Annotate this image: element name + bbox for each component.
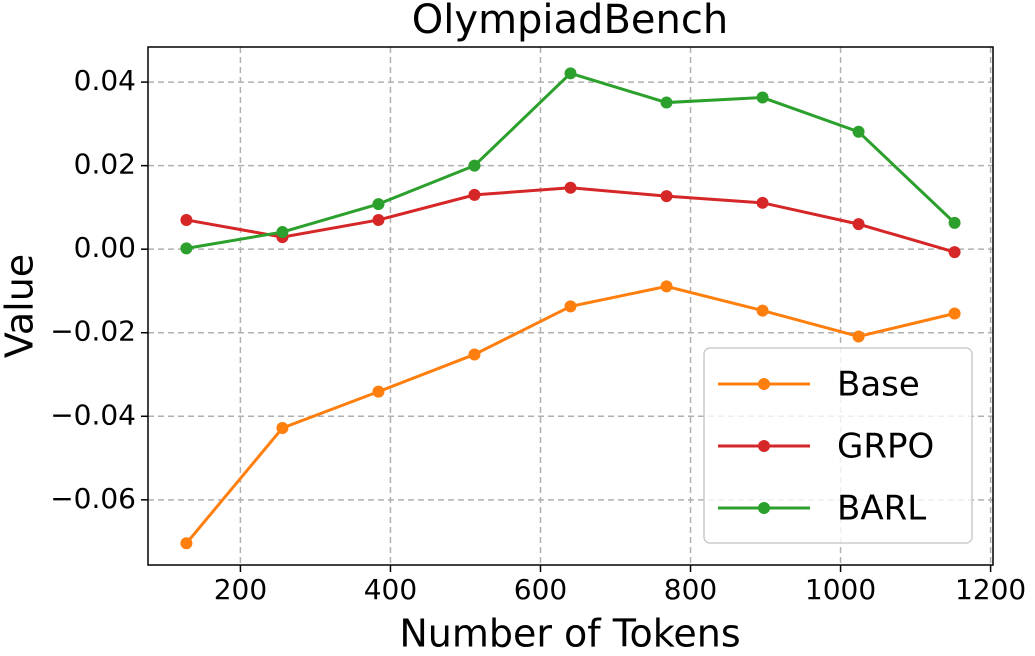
point <box>852 218 865 231</box>
x-tick-label: 400 <box>364 573 417 606</box>
legend-label: BARL <box>837 489 926 529</box>
point <box>372 198 385 211</box>
point <box>468 159 481 172</box>
point <box>180 242 193 255</box>
point <box>180 537 193 550</box>
x-axis-label: Number of Tokens <box>399 612 740 656</box>
point <box>372 213 385 226</box>
point <box>852 125 865 138</box>
point <box>852 330 865 343</box>
y-tick-label: −0.06 <box>50 482 136 515</box>
series-line <box>186 71 956 250</box>
y-tick-label: 0.02 <box>74 148 136 181</box>
point <box>564 300 577 313</box>
point <box>660 190 673 203</box>
x-tick-label: 1000 <box>805 573 876 606</box>
point <box>756 196 769 209</box>
point <box>756 304 769 317</box>
point <box>564 67 577 80</box>
y-tick-label: 0.00 <box>74 231 136 264</box>
y-axis-label: Value <box>0 254 42 358</box>
point <box>372 385 385 398</box>
series-line <box>186 186 956 254</box>
legend-label: Base <box>837 365 920 405</box>
y-tick-label: −0.04 <box>50 398 136 431</box>
legend-marker <box>758 502 770 514</box>
point <box>948 307 961 320</box>
legend-box <box>703 347 973 544</box>
chart-title: OlympiadBench <box>412 0 728 43</box>
y-tick-label: −0.02 <box>50 315 136 348</box>
x-tick-label: 1200 <box>955 573 1026 606</box>
point <box>276 226 289 239</box>
legend-marker <box>758 440 770 452</box>
point <box>948 216 961 229</box>
point <box>468 188 481 201</box>
legend-label: GRPO <box>837 427 934 467</box>
point <box>564 181 577 194</box>
point <box>276 421 289 434</box>
legend-marker <box>758 378 770 390</box>
x-tick-label: 600 <box>514 573 567 606</box>
point <box>468 348 481 361</box>
point <box>660 96 673 109</box>
point <box>948 246 961 259</box>
x-tick-label: 800 <box>664 573 717 606</box>
point <box>660 280 673 293</box>
point <box>180 213 193 226</box>
plot-frame <box>147 46 994 566</box>
x-tick-label: 200 <box>214 573 267 606</box>
point <box>756 91 769 104</box>
y-tick-label: 0.04 <box>74 64 136 97</box>
